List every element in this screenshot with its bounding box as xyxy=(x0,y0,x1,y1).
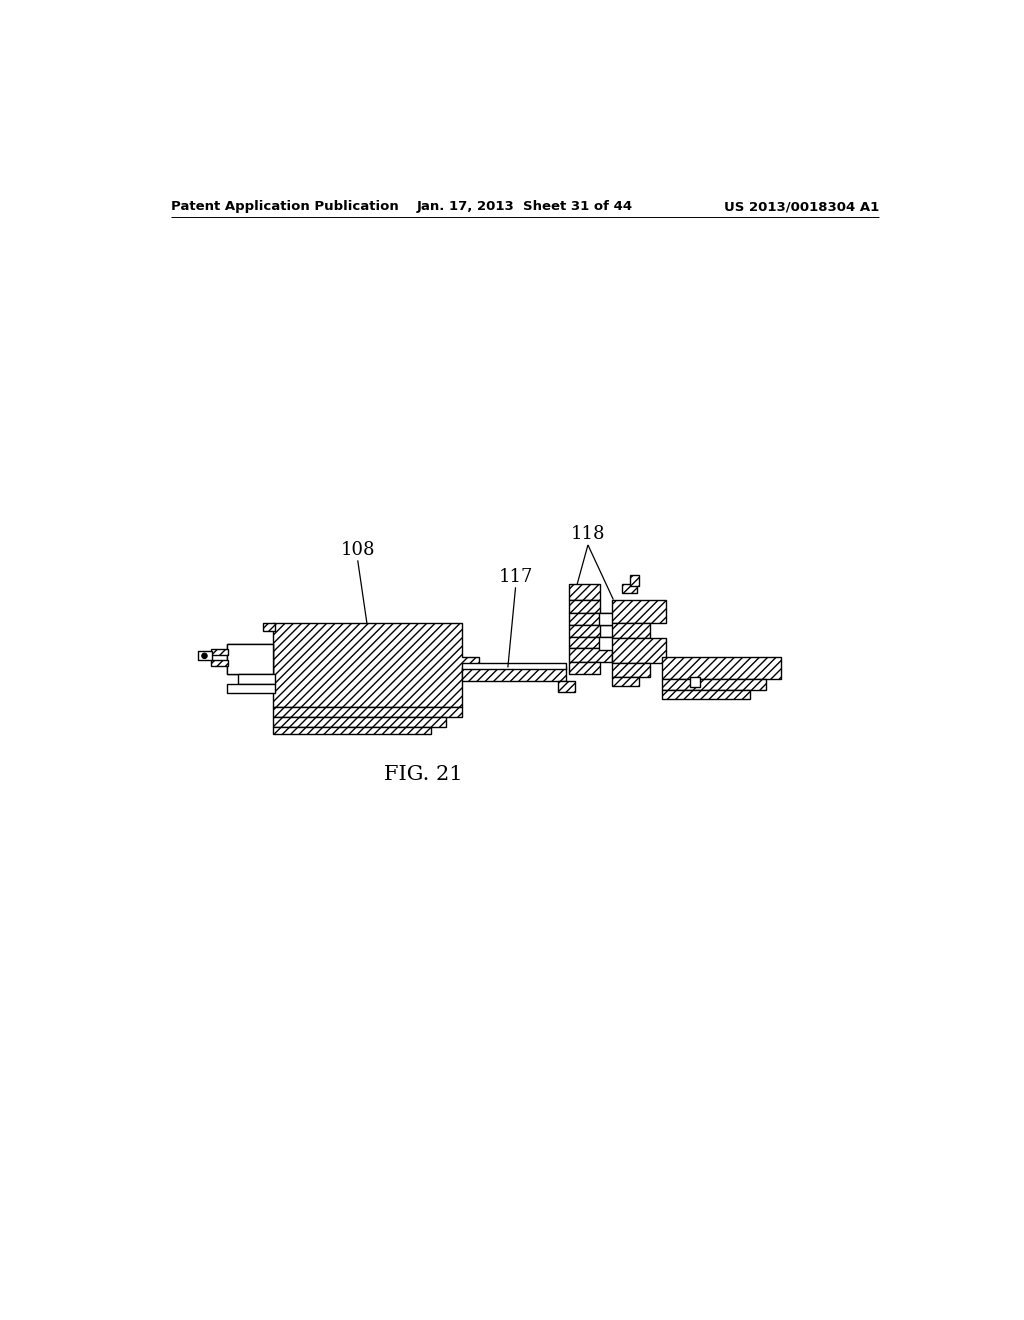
Text: 118: 118 xyxy=(570,525,605,544)
Polygon shape xyxy=(611,599,666,623)
Polygon shape xyxy=(239,675,274,684)
Polygon shape xyxy=(226,644,273,675)
Polygon shape xyxy=(462,668,565,681)
Circle shape xyxy=(202,653,207,659)
Polygon shape xyxy=(569,638,611,648)
Polygon shape xyxy=(273,726,431,734)
Text: Jan. 17, 2013  Sheet 31 of 44: Jan. 17, 2013 Sheet 31 of 44 xyxy=(417,201,633,214)
Polygon shape xyxy=(569,614,620,626)
Polygon shape xyxy=(611,677,639,686)
Polygon shape xyxy=(199,651,212,660)
Polygon shape xyxy=(662,657,781,678)
Polygon shape xyxy=(630,576,639,586)
Polygon shape xyxy=(622,585,637,594)
Polygon shape xyxy=(211,649,228,655)
Text: Patent Application Publication: Patent Application Publication xyxy=(171,201,398,214)
Polygon shape xyxy=(611,663,650,677)
Text: 117: 117 xyxy=(499,568,532,586)
Polygon shape xyxy=(611,638,666,663)
Polygon shape xyxy=(569,648,611,663)
Polygon shape xyxy=(273,718,446,726)
Polygon shape xyxy=(273,706,462,718)
Polygon shape xyxy=(569,599,600,614)
Polygon shape xyxy=(662,689,751,700)
Polygon shape xyxy=(226,644,273,675)
Text: 108: 108 xyxy=(340,541,375,558)
Polygon shape xyxy=(569,585,600,599)
Polygon shape xyxy=(273,623,478,706)
Polygon shape xyxy=(662,678,766,689)
Polygon shape xyxy=(226,684,274,693)
Polygon shape xyxy=(569,626,600,638)
Polygon shape xyxy=(211,660,228,665)
Text: FIG. 21: FIG. 21 xyxy=(384,764,463,784)
Polygon shape xyxy=(599,638,612,649)
Text: US 2013/0018304 A1: US 2013/0018304 A1 xyxy=(724,201,879,214)
Polygon shape xyxy=(462,663,565,669)
Polygon shape xyxy=(569,663,600,673)
Polygon shape xyxy=(689,677,700,688)
Polygon shape xyxy=(558,681,574,692)
Polygon shape xyxy=(263,623,274,631)
Polygon shape xyxy=(599,614,612,626)
Polygon shape xyxy=(611,623,650,638)
